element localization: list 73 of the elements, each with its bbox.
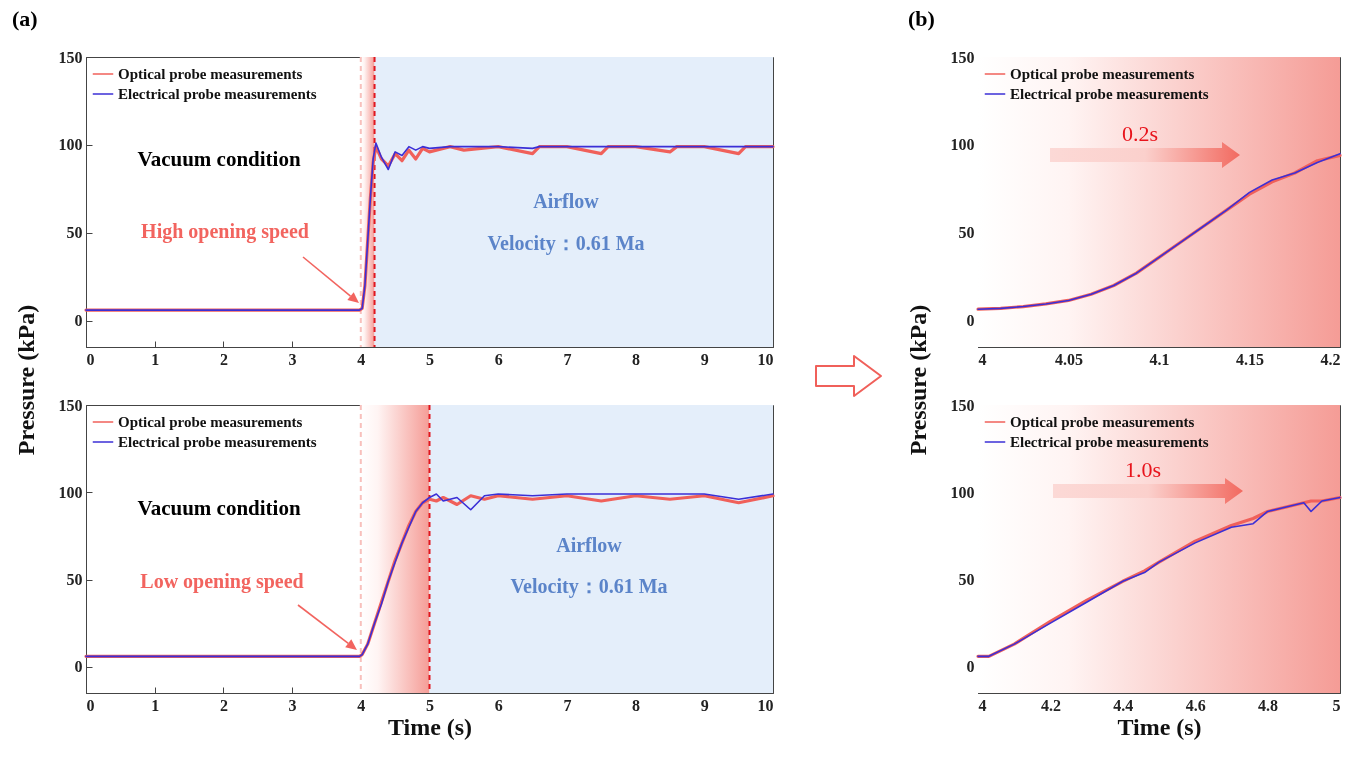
x-tick-label: 4.8	[1258, 696, 1279, 714]
x-axis-title: Time (s)	[1117, 713, 1202, 740]
annotation: High opening speed	[141, 220, 309, 243]
x-tick-label: 0	[86, 350, 95, 368]
annotation: Velocity：0.61 Ma	[510, 575, 668, 598]
x-tick-label: 4.4	[1113, 696, 1134, 714]
x-tick-label: 4.2	[1320, 350, 1341, 368]
annotation: Airflow	[556, 534, 623, 556]
x-tick-label: 5	[426, 350, 434, 368]
x-tick-label: 7	[563, 696, 572, 714]
legend-label: Optical probe measurements	[118, 414, 303, 430]
y-tick-label: 0	[966, 312, 975, 330]
x-tick-label: 2	[219, 350, 228, 368]
x-tick-label: 1	[151, 350, 160, 368]
y-tick-label: 150	[950, 48, 975, 66]
y-tick-label: 100	[950, 136, 975, 154]
x-tick-label: 4.6	[1185, 696, 1206, 714]
legend-label: Optical probe measurements	[1010, 66, 1195, 82]
x-tick-label: 4	[357, 696, 366, 714]
text: (b)	[908, 6, 935, 32]
x-tick-label: 6	[494, 696, 503, 714]
x-tick-label: 4	[978, 696, 987, 714]
y-tick-label: 150	[58, 396, 83, 414]
annotation: Vacuum condition	[137, 147, 301, 171]
legend-label: Electrical probe measurements	[118, 86, 317, 102]
annotation: 1.0s	[1124, 457, 1162, 482]
annotation: Vacuum condition	[137, 496, 301, 520]
x-tick-label: 8	[632, 696, 641, 714]
y-tick-label: 150	[950, 396, 975, 414]
y-tick-label: 50	[66, 571, 83, 589]
text: (a)	[12, 6, 38, 32]
x-tick-label: 4	[357, 350, 366, 368]
annotation: Velocity：0.61 Ma	[487, 232, 645, 255]
x-tick-label: 0	[86, 696, 95, 714]
x-tick-label: 4.05	[1055, 350, 1083, 368]
y-tick-label: 100	[950, 483, 975, 501]
x-axis-title: Time (s)	[387, 713, 473, 740]
x-tick-label: 4	[978, 350, 987, 368]
legend-label: Electrical probe measurements	[1010, 434, 1209, 450]
x-tick-label: 2	[219, 696, 228, 714]
x-tick-label: 9	[700, 350, 709, 368]
y-tick-label: 150	[58, 48, 83, 66]
y-axis-title: Pressure (kPa)	[904, 304, 932, 456]
x-tick-label: 7	[563, 350, 572, 368]
x-tick-label: 4.15	[1236, 350, 1264, 368]
legend-label: Electrical probe measurements	[1010, 86, 1209, 102]
y-tick-label: 0	[966, 658, 975, 676]
legend-label: Optical probe measurements	[118, 66, 303, 82]
annotation: 0.2s	[1121, 121, 1159, 146]
legend-label: Optical probe measurements	[1010, 414, 1195, 430]
x-tick-label: 4.2	[1040, 696, 1061, 714]
y-tick-label: 50	[958, 224, 975, 242]
x-tick-label: 4.1	[1149, 350, 1170, 368]
annotation: Airflow	[533, 190, 600, 212]
annotation: Low opening speed	[140, 570, 304, 593]
x-tick-label: 6	[494, 350, 503, 368]
legend-label: Electrical probe measurements	[118, 434, 317, 450]
y-tick-label: 50	[66, 224, 83, 242]
y-tick-label: 50	[958, 571, 975, 589]
y-tick-label: 100	[58, 483, 83, 501]
y-axis-title: Pressure (kPa)	[12, 304, 40, 456]
y-tick-label: 100	[58, 136, 83, 154]
x-tick-label: 5	[1332, 696, 1341, 714]
x-tick-label: 8	[632, 350, 641, 368]
y-tick-label: 0	[74, 658, 83, 676]
x-tick-label: 1	[151, 696, 160, 714]
x-tick-label: 3	[288, 350, 297, 368]
x-tick-label: 9	[700, 696, 709, 714]
x-tick-label: 10	[757, 350, 774, 368]
x-tick-label: 10	[757, 696, 774, 714]
x-tick-label: 5	[426, 696, 434, 714]
y-tick-label: 0	[74, 312, 83, 330]
x-tick-label: 3	[288, 696, 297, 714]
